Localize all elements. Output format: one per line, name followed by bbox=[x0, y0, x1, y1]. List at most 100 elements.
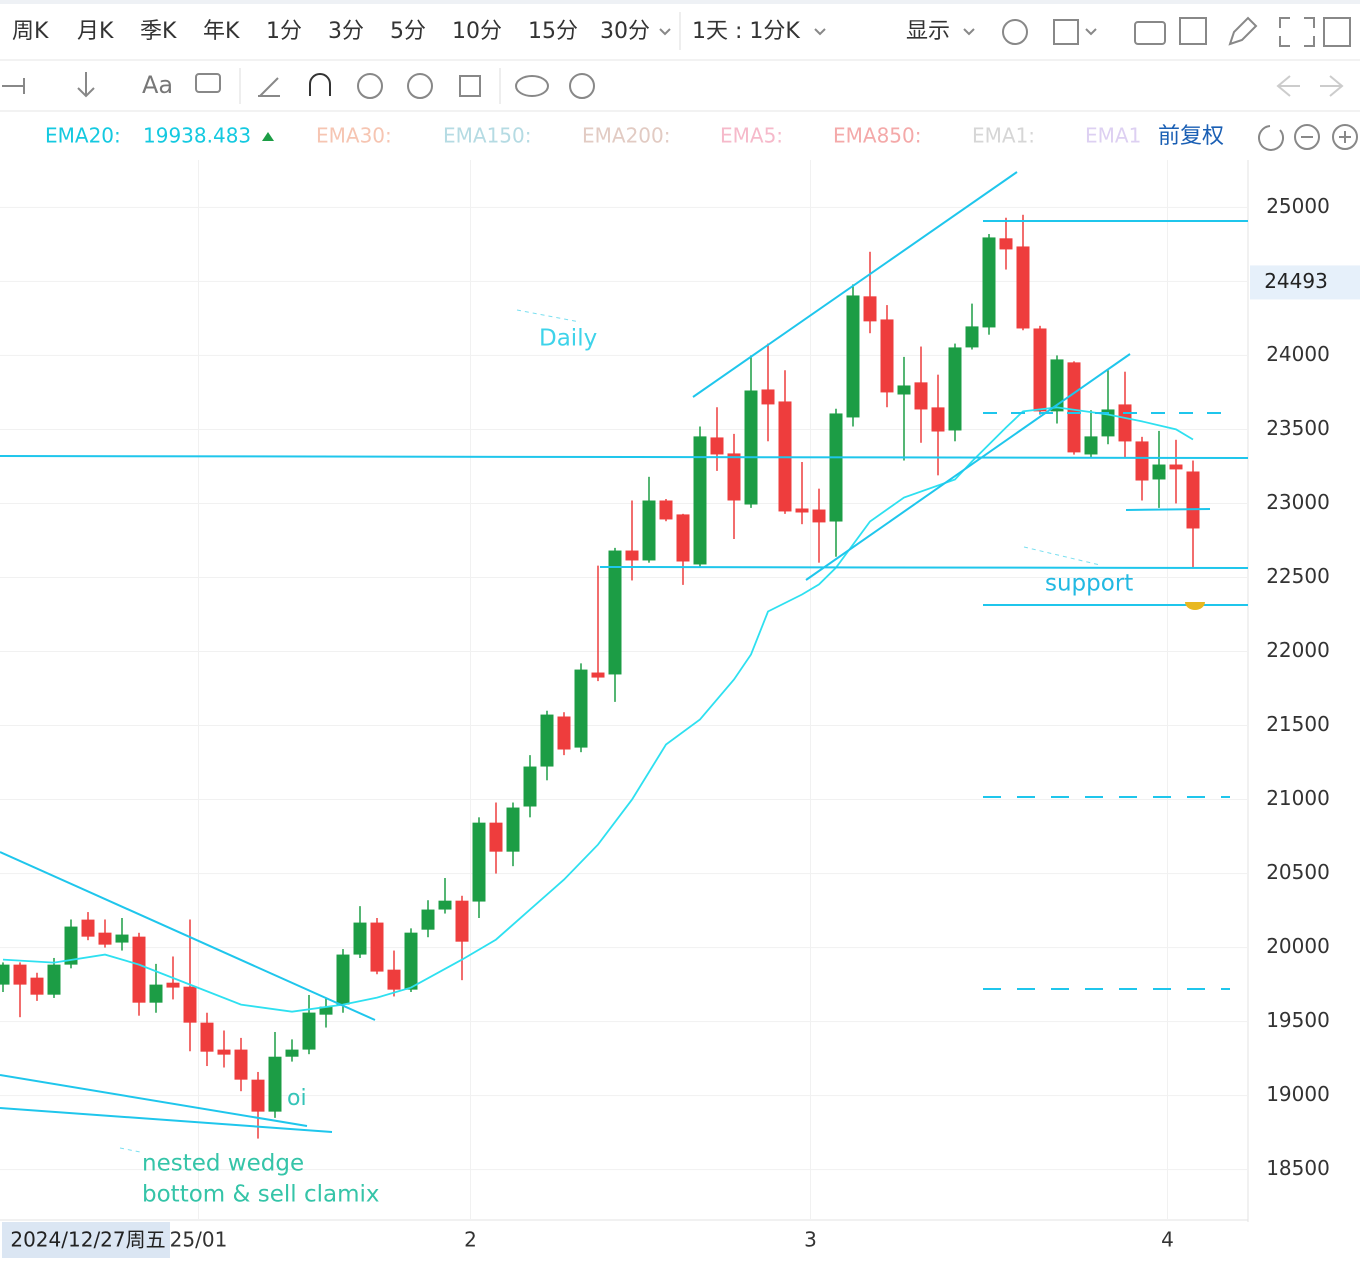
y-tick-label: 18500 bbox=[1266, 1156, 1330, 1180]
period-button[interactable]: 3分 bbox=[328, 19, 364, 44]
candle-body bbox=[370, 922, 384, 972]
candle-body bbox=[948, 347, 962, 431]
indicator-name: EMA1: bbox=[972, 124, 1035, 148]
comment-icon[interactable] bbox=[195, 73, 221, 93]
indicator-name: EMA20: bbox=[45, 124, 121, 148]
candle-body bbox=[64, 926, 78, 965]
candle-body bbox=[166, 982, 180, 988]
edit-icon[interactable] bbox=[1179, 17, 1207, 45]
candle-body bbox=[829, 413, 843, 522]
date-label-bg bbox=[2, 1222, 170, 1258]
adjust-mode[interactable]: 前复权 bbox=[1158, 124, 1224, 149]
text-tool[interactable]: Aa bbox=[142, 71, 173, 99]
period-button[interactable]: 15分 bbox=[528, 19, 578, 44]
y-tick-label: 22500 bbox=[1266, 564, 1330, 588]
settings-icon[interactable] bbox=[1002, 19, 1028, 45]
candle-body bbox=[183, 986, 197, 1023]
trend-arrow bbox=[262, 132, 274, 141]
candle-body bbox=[404, 932, 418, 990]
candle-body bbox=[149, 984, 163, 1003]
period-button[interactable]: 30分 bbox=[600, 19, 650, 44]
period-button[interactable]: 5分 bbox=[390, 19, 426, 44]
hide-icon[interactable] bbox=[407, 73, 433, 99]
camera-icon[interactable] bbox=[1134, 21, 1166, 45]
compare-icon[interactable] bbox=[515, 75, 549, 97]
candle-body bbox=[540, 714, 554, 767]
candle-body bbox=[506, 807, 520, 852]
annotation-pointer bbox=[119, 1147, 141, 1153]
candle-body bbox=[98, 932, 112, 945]
y-tick-label: 19000 bbox=[1266, 1082, 1330, 1106]
zoom-in[interactable] bbox=[1332, 124, 1358, 150]
candle-body bbox=[472, 822, 486, 902]
candle-body bbox=[1067, 362, 1081, 453]
sync-icon[interactable] bbox=[357, 73, 383, 99]
annotation-pointer bbox=[1023, 546, 1101, 566]
panel-icon[interactable] bbox=[1323, 17, 1351, 47]
period-button[interactable]: 10分 bbox=[452, 19, 502, 44]
y-tick-label: 24000 bbox=[1266, 342, 1330, 366]
indicator-name: EMA200: bbox=[582, 124, 671, 148]
y-tick-label: 21000 bbox=[1266, 786, 1330, 810]
display-menu[interactable]: 显示 bbox=[906, 19, 950, 44]
pen-icon[interactable] bbox=[1228, 16, 1258, 46]
candle-body bbox=[625, 550, 639, 561]
trend-line bbox=[692, 171, 1018, 398]
period-button[interactable]: 1分 bbox=[266, 19, 302, 44]
fullscreen-icon[interactable] bbox=[1279, 17, 1315, 47]
y-tick-label: 25000 bbox=[1266, 194, 1330, 218]
chevron bbox=[1085, 28, 1097, 36]
redo-icon[interactable] bbox=[1320, 75, 1344, 97]
candle-body bbox=[1169, 464, 1183, 470]
period-button[interactable]: 月K bbox=[77, 19, 114, 44]
horizontal-line bbox=[0, 455, 1249, 459]
period-button[interactable]: 年K bbox=[203, 19, 240, 44]
annotation: bottom & sell clamix bbox=[142, 1182, 380, 1208]
range-selector[interactable]: 1天 : 1分K bbox=[692, 19, 800, 44]
labels: 18500 19000 19500 20000 20500 21000 21500 22000… bbox=[2, 194, 1360, 1258]
delete-icon[interactable] bbox=[459, 75, 481, 97]
y-tick-label: 19500 bbox=[1266, 1008, 1330, 1032]
candle-body bbox=[574, 669, 588, 748]
candle-body bbox=[387, 969, 401, 990]
candle-body bbox=[1016, 246, 1030, 329]
toolbar: 1天 : 1分K 显示 Aa 前复权 周K 月K 季K 年K 1分 3分 5分 10分 bbox=[2, 16, 1358, 151]
candle-body bbox=[897, 385, 911, 395]
period-button[interactable]: 周K bbox=[12, 19, 49, 44]
indicator-name: EMA150: bbox=[443, 124, 532, 148]
candle-body bbox=[591, 672, 605, 678]
indicator-name: EMA850: bbox=[833, 124, 922, 148]
period-button[interactable]: 季K bbox=[140, 19, 177, 44]
chevron bbox=[814, 28, 826, 36]
horizontal-line bbox=[1125, 508, 1211, 511]
candle-body bbox=[727, 453, 741, 501]
zoom-out[interactable] bbox=[1294, 124, 1320, 150]
line-icon[interactable] bbox=[258, 77, 280, 97]
candle-body bbox=[251, 1079, 265, 1112]
annotation-pointer bbox=[516, 309, 581, 323]
settings-icon[interactable] bbox=[569, 73, 595, 99]
x-tick-label: 4 bbox=[1161, 1228, 1174, 1252]
candle-body bbox=[710, 437, 724, 455]
x-tick-label: 25/01 bbox=[170, 1228, 228, 1252]
arrow-icon[interactable] bbox=[77, 72, 95, 98]
candle-body bbox=[1152, 464, 1166, 480]
horizontal-line bbox=[599, 566, 1249, 569]
undo-icon[interactable] bbox=[1276, 75, 1300, 97]
candle-body bbox=[557, 716, 571, 750]
candle-body bbox=[523, 766, 537, 807]
candle-body bbox=[693, 436, 707, 565]
candle-body bbox=[268, 1056, 282, 1112]
y-tick-label: 21500 bbox=[1266, 712, 1330, 736]
magnet-icon[interactable] bbox=[309, 73, 331, 96]
reset-icon[interactable] bbox=[1258, 125, 1285, 151]
candle-body bbox=[1101, 409, 1115, 437]
candle-body bbox=[13, 964, 27, 985]
measure-icon[interactable] bbox=[2, 78, 25, 94]
candle-body bbox=[1186, 471, 1200, 529]
candle-body bbox=[1135, 441, 1149, 481]
y-tick-label: 20000 bbox=[1266, 934, 1330, 958]
x-tick-label: 3 bbox=[804, 1228, 817, 1252]
layout-icon[interactable] bbox=[1053, 19, 1079, 45]
